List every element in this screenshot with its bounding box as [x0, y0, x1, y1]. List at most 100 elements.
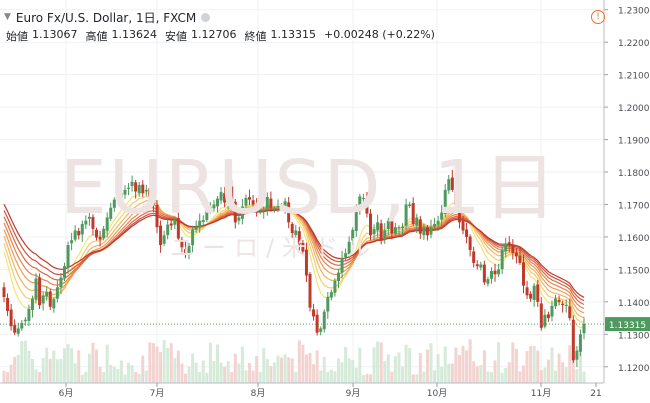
volume-bar: [223, 366, 227, 383]
x-tick-label: 10月: [427, 388, 447, 399]
volume-bar: [522, 365, 526, 383]
volume-bar: [518, 371, 522, 383]
volume-bar: [429, 343, 433, 383]
volume-bar: [329, 369, 333, 383]
candle-body: [454, 190, 458, 205]
volume-bar: [361, 374, 365, 383]
candle-body: [287, 202, 291, 223]
candle-body: [134, 182, 138, 192]
candle-body: [219, 192, 223, 201]
volume-bar: [198, 371, 202, 383]
volume-bar: [514, 348, 518, 383]
x-tick-label: 21: [590, 389, 601, 399]
candle-body: [109, 207, 113, 219]
candle-body: [354, 210, 358, 231]
volume-bar: [333, 371, 337, 383]
volume-bar: [507, 362, 511, 383]
collapse-icon[interactable]: ▼: [4, 12, 11, 22]
volume-bar: [365, 373, 369, 383]
volume-bar: [162, 339, 166, 383]
candle-body: [215, 198, 219, 207]
candle-body: [173, 220, 177, 225]
high-value: 1.13624: [111, 28, 158, 41]
candle-body: [272, 208, 276, 210]
candle-body: [329, 292, 333, 298]
low-label: 安値: [165, 30, 187, 43]
volume-bar: [176, 350, 180, 383]
candle-body: [497, 269, 501, 275]
volume-bar: [30, 358, 34, 383]
candle-body: [514, 252, 518, 257]
candle-body: [176, 218, 180, 239]
candle-body: [361, 197, 365, 199]
candle-body: [144, 189, 148, 192]
volume-bar: [237, 363, 241, 383]
candle-body: [77, 231, 81, 236]
x-tick-label: 11月: [531, 388, 551, 399]
open-label: 始値: [6, 30, 28, 43]
volume-bar: [386, 354, 390, 383]
volume-bar: [578, 346, 582, 383]
candle-body: [525, 287, 529, 296]
volume-bar: [454, 347, 458, 383]
volume-bar: [568, 345, 572, 383]
volume-bar: [450, 363, 454, 383]
volume-bar: [258, 371, 262, 383]
volume-bar: [272, 362, 276, 383]
candle-body: [461, 221, 465, 231]
candle-body: [276, 206, 280, 208]
candle-body: [340, 258, 344, 273]
candle-body: [248, 197, 252, 200]
close-label: 終値: [244, 30, 267, 43]
candle-body: [522, 262, 526, 286]
volume-bar: [9, 364, 13, 383]
candle-body: [41, 295, 45, 304]
volume-bar: [159, 352, 163, 383]
candle-body: [183, 249, 187, 254]
candle-body: [550, 305, 554, 317]
volume-bar: [23, 340, 27, 383]
volume-bar: [564, 367, 568, 383]
volume-bar: [102, 372, 106, 383]
volume-bar: [425, 349, 429, 383]
candle-body: [393, 227, 397, 234]
candle-body: [91, 216, 95, 229]
status-dot-icon: [201, 12, 211, 22]
candle-body: [162, 235, 166, 244]
volume-bar: [87, 353, 91, 383]
candle-body: [59, 277, 63, 288]
volume-bar: [109, 364, 113, 383]
candle-body: [105, 217, 109, 231]
candle-body: [358, 196, 362, 211]
series-title[interactable]: Euro Fx/U.S. Dollar, 1日, FXCM: [15, 10, 197, 25]
candle-body: [155, 204, 159, 228]
candle-body: [379, 223, 383, 241]
y-tick-label: 1.12000: [618, 364, 650, 374]
volume-bar: [550, 347, 554, 383]
volume-bar: [404, 344, 408, 383]
y-tick-label: 1.19000: [618, 137, 650, 147]
candle-body: [141, 184, 145, 194]
volume-bar: [472, 361, 476, 383]
ma-line: [3, 195, 585, 323]
volume-bar: [34, 369, 38, 383]
volume-bar: [479, 365, 483, 383]
info-icon[interactable]: !: [591, 10, 605, 24]
candle-body: [486, 279, 490, 284]
y-tick-label: 1.15000: [618, 266, 650, 276]
candle-body: [84, 220, 88, 225]
volume-bar: [351, 359, 355, 383]
volume-bar: [500, 372, 504, 383]
chart-header: ▼ Euro Fx/U.S. Dollar, 1日, FXCM: [4, 9, 211, 25]
volume-bar: [112, 366, 116, 383]
volume-bar: [130, 365, 134, 383]
last-price-label: 1.13315: [609, 321, 646, 331]
candle-body: [34, 278, 38, 300]
volume-bar: [308, 352, 312, 383]
candle-body: [336, 272, 340, 282]
volume-bar: [536, 350, 540, 383]
y-tick-label: 1.14000: [618, 299, 650, 309]
volume-bar: [393, 356, 397, 383]
volume-bar: [219, 362, 223, 383]
